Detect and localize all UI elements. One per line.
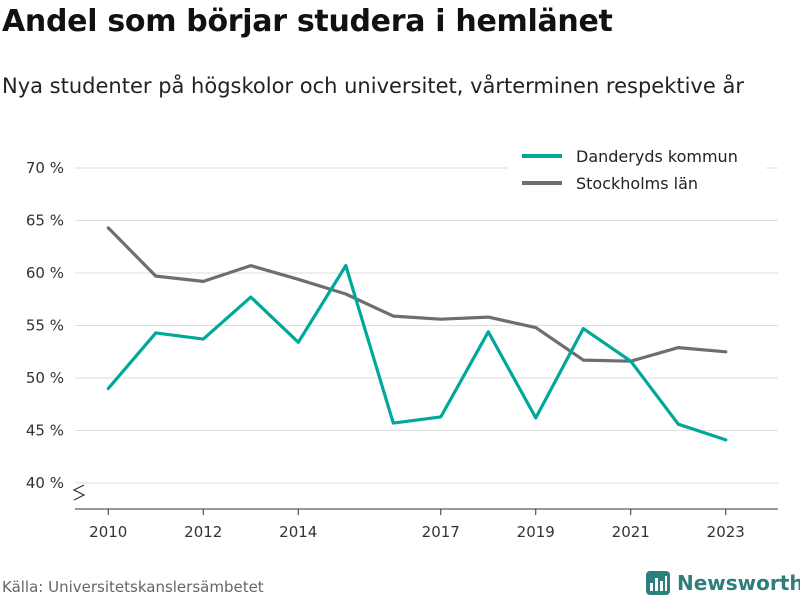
x-tick-label: 2021 bbox=[612, 523, 650, 541]
y-tick-label: 65 % bbox=[26, 212, 64, 230]
y-tick-label: 70 % bbox=[26, 159, 64, 177]
series-line bbox=[106, 264, 728, 442]
grid-lines bbox=[75, 167, 778, 484]
brand-logo: Newsworthy bbox=[645, 570, 800, 596]
y-tick-label: 45 % bbox=[26, 422, 64, 440]
legend-background bbox=[508, 140, 766, 202]
x-axis bbox=[72, 484, 778, 515]
x-axis-labels: 2010 2012 2014 2017 2019 2021 2023 bbox=[89, 523, 745, 541]
source-note: Källa: Universitetskanslersämbetet bbox=[2, 578, 264, 596]
legend-label: Danderyds kommun bbox=[576, 147, 738, 166]
series-lines bbox=[106, 226, 728, 442]
series-line bbox=[106, 226, 728, 363]
legend-label: Stockholms län bbox=[576, 174, 698, 193]
chart-title: Andel som börjar studera i hemlänet bbox=[2, 4, 613, 39]
x-tick-label: 2010 bbox=[89, 523, 127, 541]
axis-break-mark bbox=[72, 484, 86, 501]
y-tick-label: 50 % bbox=[26, 369, 64, 387]
x-tick-label: 2012 bbox=[184, 523, 222, 541]
x-tick-label: 2023 bbox=[707, 523, 745, 541]
y-tick-label: 55 % bbox=[26, 317, 64, 335]
x-tick-label: 2019 bbox=[517, 523, 555, 541]
x-tick-label: 2014 bbox=[279, 523, 317, 541]
y-tick-label: 60 % bbox=[26, 264, 64, 282]
brand-name: Newsworthy bbox=[677, 571, 800, 595]
chart-subtitle: Nya studenter på högskolor och universit… bbox=[2, 74, 744, 98]
y-tick-label: 40 % bbox=[26, 474, 64, 492]
y-axis-labels: 40 % 45 % 50 % 55 % 60 % 65 % 70 % bbox=[26, 159, 64, 492]
x-tick-label: 2017 bbox=[422, 523, 460, 541]
newsworthy-logo-icon bbox=[646, 571, 670, 595]
legend: Danderyds kommun Stockholms län bbox=[508, 140, 766, 202]
